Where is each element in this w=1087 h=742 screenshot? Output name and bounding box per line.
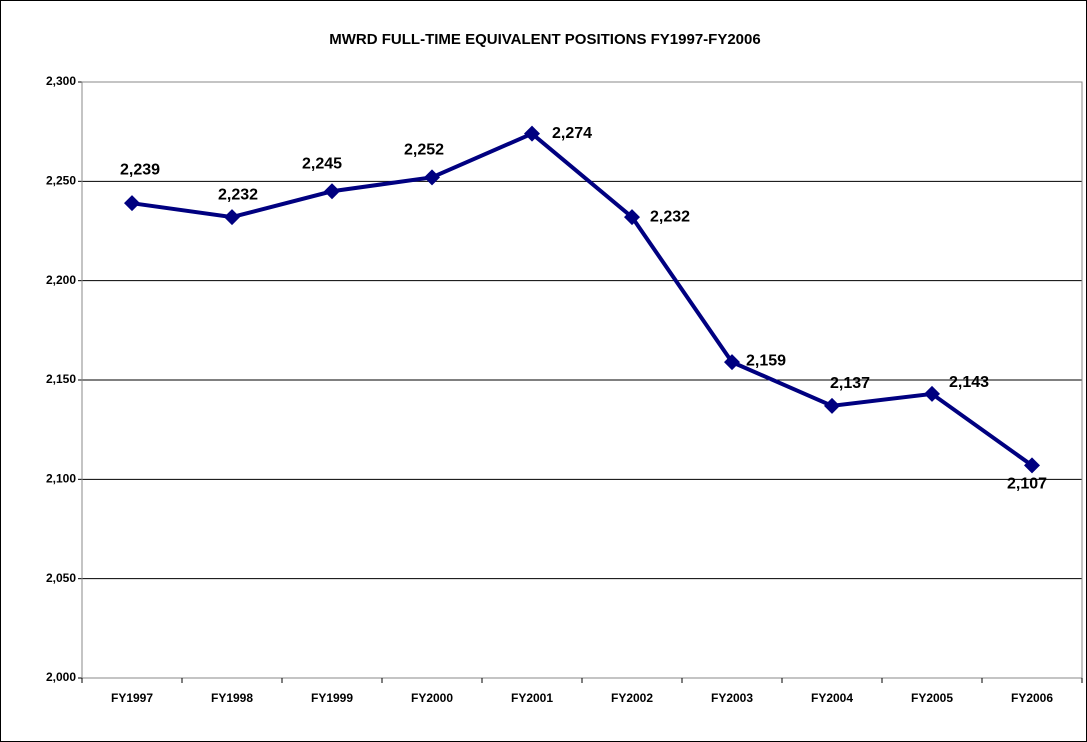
data-label: 2,239 — [120, 161, 160, 178]
chart-title: MWRD FULL-TIME EQUIVALENT POSITIONS FY19… — [329, 31, 760, 48]
marker — [1024, 457, 1040, 474]
line — [131, 131, 1034, 468]
data-label: 2,245 — [302, 155, 342, 172]
x-tick-label: FY2005 — [911, 691, 953, 705]
x-tick-label: FY2000 — [411, 691, 453, 705]
x-tick-label: FY1997 — [111, 691, 153, 705]
x-tick-label: FY2001 — [511, 691, 553, 705]
x-tick-label: FY2002 — [611, 691, 653, 705]
y-tick-label: 2,250 — [46, 174, 76, 188]
marker — [324, 183, 340, 200]
x-tick-label: FY2004 — [811, 691, 853, 705]
x-tick-label: FY1999 — [311, 691, 353, 705]
marker — [824, 397, 840, 414]
data-label: 2,143 — [949, 374, 989, 391]
y-tick-label: 2,300 — [46, 74, 76, 88]
y-tick-label: 2,100 — [46, 472, 76, 486]
marker — [924, 385, 940, 402]
data-label: 2,159 — [746, 352, 786, 369]
marker — [724, 354, 740, 371]
x-tick-label: FY2006 — [1011, 691, 1053, 705]
data-label: 2,107 — [1007, 476, 1047, 493]
marker — [424, 169, 440, 186]
y-tick-label: 2,150 — [46, 372, 76, 386]
marker — [624, 209, 640, 226]
y-tick-label: 2,200 — [46, 273, 76, 287]
data-label: 2,252 — [404, 142, 444, 159]
data-label: 2,274 — [552, 125, 592, 142]
y-tick-label: 2,000 — [46, 670, 76, 684]
data-label: 2,232 — [650, 208, 690, 225]
marker — [524, 125, 540, 142]
data-label: 2,232 — [218, 186, 258, 203]
data-label: 2,137 — [830, 375, 870, 392]
x-tick-label: FY2003 — [711, 691, 753, 705]
y-tick-label: 2,050 — [46, 571, 76, 585]
marker — [224, 209, 240, 226]
x-tick-label: FY1998 — [211, 691, 253, 705]
marker — [124, 195, 140, 212]
